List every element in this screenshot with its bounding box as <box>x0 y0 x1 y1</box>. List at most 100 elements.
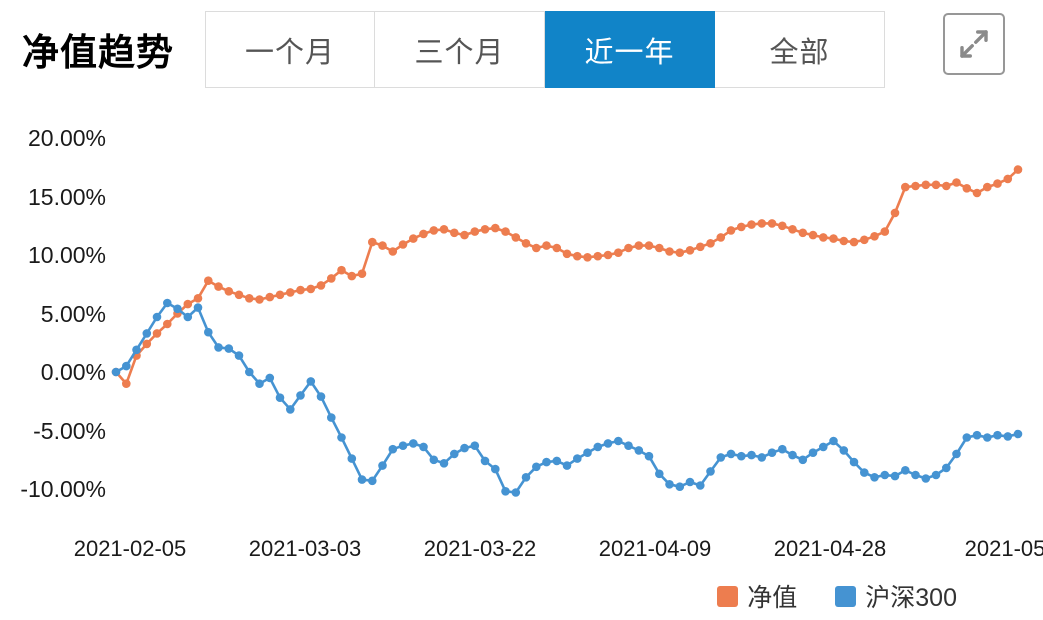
data-point <box>296 391 305 400</box>
fullscreen-button[interactable] <box>943 13 1005 75</box>
data-point <box>890 471 900 481</box>
data-point <box>470 227 480 236</box>
data-point <box>357 475 367 484</box>
legend-label-net-value: 净值 <box>747 584 798 612</box>
data-point <box>521 473 531 482</box>
data-point <box>552 243 562 253</box>
data-point <box>583 448 592 458</box>
data-point <box>767 219 777 228</box>
data-point <box>788 225 797 234</box>
data-point <box>819 233 828 242</box>
data-point <box>983 433 992 442</box>
data-point <box>644 241 654 250</box>
data-point <box>398 441 408 451</box>
tab-past-year[interactable]: 近一年 <box>545 11 715 88</box>
data-point <box>993 430 1002 440</box>
data-point <box>306 377 316 386</box>
data-point <box>962 433 972 442</box>
data-point <box>737 451 746 461</box>
data-point <box>778 444 787 454</box>
data-point <box>255 379 264 389</box>
y-axis: 20.00% 15.00% 10.00% 5.00% 0.00% -5.00% -10.00… <box>0 0 106 520</box>
data-point <box>245 294 254 303</box>
data-point <box>409 439 418 448</box>
data-point <box>573 251 582 261</box>
data-point <box>460 230 469 240</box>
data-point <box>347 271 357 281</box>
data-point <box>224 287 234 296</box>
x-axis-label: 2021-05 <box>964 536 1043 561</box>
data-point <box>603 250 613 260</box>
data-point <box>142 329 152 338</box>
data-point <box>378 241 387 250</box>
data-point <box>716 453 726 462</box>
data-point <box>573 454 582 463</box>
data-point <box>511 233 521 242</box>
data-point <box>327 413 336 422</box>
data-point <box>480 225 490 234</box>
data-point <box>952 449 961 459</box>
chart-legend: 净值 沪深300 <box>717 578 957 614</box>
data-point <box>265 373 275 383</box>
data-point <box>767 448 777 458</box>
data-point <box>829 436 838 446</box>
data-point <box>593 251 603 261</box>
data-point <box>378 461 387 470</box>
data-point <box>993 179 1002 188</box>
data-point <box>368 237 377 247</box>
data-point <box>593 442 603 452</box>
tab-all[interactable]: 全部 <box>715 11 885 88</box>
data-point <box>685 246 695 255</box>
data-point <box>931 470 941 480</box>
data-point <box>696 242 705 252</box>
data-point <box>880 227 890 236</box>
data-point <box>521 239 531 248</box>
data-point <box>931 180 941 190</box>
data-point <box>532 462 541 472</box>
data-point <box>614 436 623 446</box>
data-point <box>890 208 900 218</box>
data-point <box>706 467 715 476</box>
x-axis: 2021-02-05 2021-03-03 2021-03-22 2021-04-09… <box>0 536 1043 568</box>
data-point <box>1003 174 1013 184</box>
data-point <box>716 233 726 242</box>
data-point <box>388 444 398 454</box>
data-point <box>491 464 500 474</box>
data-point <box>972 430 982 440</box>
y-axis-label: 10.00% <box>27 242 106 268</box>
data-point <box>142 339 152 349</box>
data-point <box>265 292 275 302</box>
tab-three-months[interactable]: 三个月 <box>375 11 545 88</box>
data-point <box>439 225 449 234</box>
data-point <box>675 248 685 257</box>
data-point <box>655 243 664 253</box>
data-point <box>644 451 654 461</box>
data-point <box>583 252 592 262</box>
data-point <box>696 481 705 490</box>
data-point <box>870 473 879 482</box>
data-point <box>921 474 931 483</box>
y-axis-label: 5.00% <box>40 300 106 327</box>
y-axis-label: -5.00% <box>33 417 106 444</box>
data-point <box>419 229 428 239</box>
y-axis-label: -10.00% <box>20 476 106 502</box>
data-point <box>286 405 295 414</box>
data-point <box>255 295 264 304</box>
data-point <box>214 282 223 291</box>
data-point <box>337 265 346 275</box>
x-axis-label: 2021-03-03 <box>248 536 362 561</box>
data-point <box>972 188 982 198</box>
y-axis-label: 15.00% <box>27 183 106 210</box>
legend-swatch-csi300 <box>835 585 857 607</box>
data-point <box>193 303 203 312</box>
data-point <box>511 488 521 497</box>
data-point <box>942 463 951 473</box>
data-point <box>552 456 562 466</box>
data-point <box>480 456 490 466</box>
tab-one-month[interactable]: 一个月 <box>205 11 375 88</box>
data-point <box>757 219 767 228</box>
data-point <box>419 442 428 452</box>
data-point <box>296 285 305 295</box>
data-point <box>726 226 736 235</box>
data-point <box>737 222 746 232</box>
